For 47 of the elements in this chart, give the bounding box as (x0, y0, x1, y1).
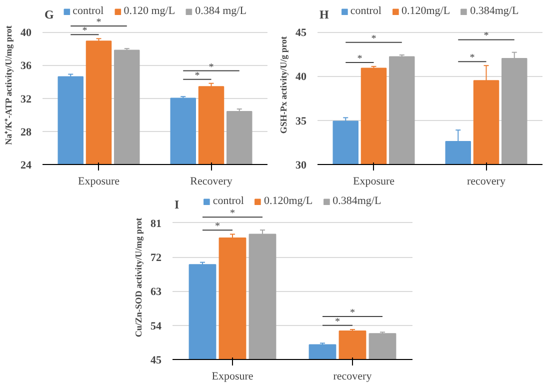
legend-label: 0.384 mg/L (195, 5, 246, 17)
chart-title: I (174, 198, 180, 212)
x-tick-label: Exposure (352, 176, 395, 188)
y-tick-label: 45 (150, 354, 162, 366)
y-tick-label: 81 (150, 218, 162, 230)
annotation: * (371, 33, 376, 44)
legend-label: control (72, 5, 104, 17)
legend-label: control (350, 5, 382, 17)
text: * (230, 208, 235, 220)
y-tick-label: 45 (296, 27, 307, 39)
x-tick-label: Exposure (78, 176, 120, 188)
y-tick-label: 63 (150, 286, 162, 298)
annotation: * (215, 221, 220, 232)
legend-label: control (212, 195, 244, 207)
annotation: * (82, 26, 88, 37)
y-tick-label: 54 (150, 320, 162, 332)
x-tick-label: recovery (467, 176, 506, 188)
y-axis-title: Na⁺/K⁺-ATP activity/U/mg prot (4, 26, 14, 145)
y-tick-label: 35 (296, 115, 307, 128)
legend-label: 0.384mg/L (470, 5, 519, 17)
y-tick-label: 30 (296, 160, 307, 172)
chart-title: G (44, 8, 54, 22)
legend-label: 0.120 mg/L (124, 5, 176, 17)
y-tick-label: 72 (150, 252, 162, 264)
x-tick-label: recovery (333, 370, 372, 382)
annotation: * (484, 30, 489, 42)
legend-label: 0.120mg/L (264, 195, 313, 207)
chart-title: H (320, 8, 330, 22)
x-tick-label: Recovery (190, 176, 233, 188)
annotation: * (357, 53, 362, 64)
y-tick-label: 32 (20, 93, 32, 106)
annotation: * (194, 70, 200, 82)
y-tick-label: 40 (296, 71, 307, 84)
y-axis-title: GSH-Px activity/U/g prot (278, 36, 288, 134)
y-axis-title: Cu/Zn-SOD activity/U/mg prot (134, 218, 144, 338)
y-tick-label: 36 (20, 60, 32, 72)
annotation: * (470, 52, 475, 64)
y-tick-label: 28 (20, 126, 32, 138)
y-tick-label: 24 (20, 160, 32, 172)
legend-label: 0.120mg/L (401, 5, 450, 17)
x-tick-label: Exposure (212, 370, 254, 382)
text: * (96, 17, 102, 28)
annotation: * (350, 308, 355, 319)
y-tick-label: 40 (20, 27, 32, 39)
annotation: * (208, 62, 214, 73)
annotation: * (335, 316, 340, 328)
legend-label: 0.384mg/L (332, 195, 382, 207)
